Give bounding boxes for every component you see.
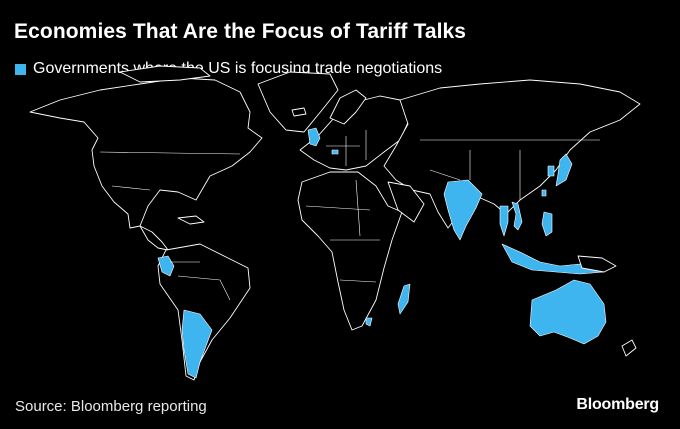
country-thailand <box>499 205 509 237</box>
border-south-america-1 <box>177 275 231 301</box>
bloomberg-logo: Bloomberg <box>576 396 659 413</box>
land-new-guinea <box>577 255 617 273</box>
country-south-africa <box>365 317 373 327</box>
border-europe <box>326 130 367 166</box>
country-vietnam <box>511 201 523 231</box>
border-us-mexico <box>111 185 151 191</box>
land-central-america <box>139 225 169 251</box>
map-title: Economies That Are the Focus of Tariff T… <box>14 20 467 43</box>
source-note: Source: Bloomberg reporting <box>15 398 207 415</box>
country-south-korea <box>547 165 555 177</box>
land-arctic-islands <box>119 65 211 83</box>
legend-swatch <box>15 63 26 75</box>
border-us-canada <box>99 151 241 155</box>
country-india <box>443 179 483 241</box>
country-japan <box>555 153 573 187</box>
land-caribbean <box>177 215 205 225</box>
country-australia <box>529 279 607 345</box>
land-africa <box>297 171 403 331</box>
land-scandinavia <box>329 89 367 125</box>
country-taiwan <box>541 189 547 197</box>
border-asia <box>420 139 600 200</box>
country-new-zealand <box>621 339 637 357</box>
country-madagascar <box>397 283 411 315</box>
land-arabia <box>387 181 425 223</box>
land-north-america <box>29 77 263 229</box>
country-philippines <box>541 211 553 237</box>
land-greenland <box>257 71 339 133</box>
land-iceland <box>291 107 307 117</box>
country-uk <box>307 127 321 147</box>
border-africa <box>305 179 380 283</box>
country-switzerland <box>331 149 339 155</box>
country-peru <box>157 255 175 277</box>
country-argentina <box>181 309 213 379</box>
